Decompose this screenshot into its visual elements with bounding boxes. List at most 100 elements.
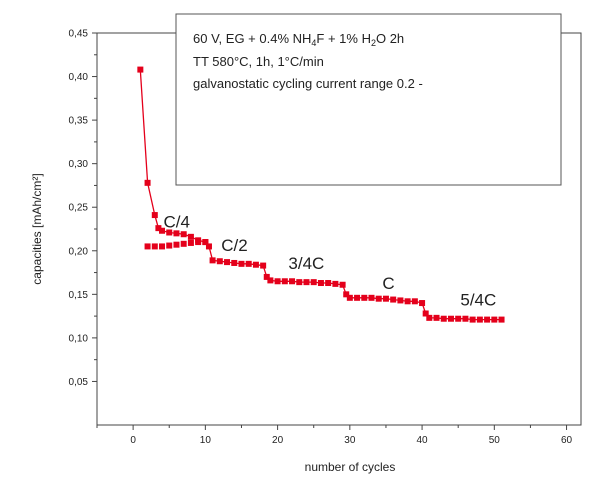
x-tick-label: 20 — [272, 435, 284, 446]
y-axis-ticks: 0,05 0,10 0,15 0,20 0,25 0,30 0,35 0,40 0,45 — [69, 29, 97, 388]
data-point — [289, 278, 296, 285]
data-point — [332, 280, 339, 287]
data-point — [361, 294, 368, 301]
x-tick-label: 40 — [417, 435, 429, 446]
x-axis-title: number of cycles — [305, 460, 396, 474]
data-point — [491, 316, 498, 323]
data-point — [325, 280, 332, 287]
data-point — [419, 300, 426, 307]
data-point — [173, 241, 180, 248]
data-point — [368, 294, 375, 301]
x-tick-label: 0 — [130, 435, 136, 446]
data-point — [455, 315, 462, 322]
data-point — [166, 229, 173, 236]
x-tick-label: 50 — [489, 435, 501, 446]
data-point — [267, 277, 274, 284]
rate-label: 3/4C — [288, 254, 324, 273]
y-tick-label: 0,40 — [69, 72, 89, 83]
data-point — [296, 279, 303, 286]
data-point — [476, 316, 483, 323]
y-tick-label: 0,35 — [69, 116, 89, 127]
legend-line-1: 60 V, EG + 0.4% NH4F + 1% H2O 2h — [193, 31, 404, 48]
data-point — [447, 315, 454, 322]
data-point — [411, 298, 418, 305]
data-point — [180, 240, 187, 247]
legend-line-1-part: O 2h — [376, 31, 404, 46]
data-point — [173, 230, 180, 237]
rate-label: C — [382, 274, 394, 293]
rate-label: 5/4C — [460, 291, 496, 310]
data-markers — [137, 66, 505, 323]
data-point — [343, 291, 350, 298]
data-point — [151, 243, 158, 250]
data-point — [375, 295, 382, 302]
legend-line-2: TT 580°C, 1h, 1°C/min — [193, 54, 324, 69]
rate-label: C/4 — [163, 212, 189, 231]
data-point — [159, 243, 166, 250]
data-point — [216, 258, 223, 265]
x-tick-label: 10 — [200, 435, 212, 446]
data-point — [433, 314, 440, 321]
data-point — [346, 294, 353, 301]
data-point — [166, 242, 173, 249]
data-point — [260, 262, 267, 269]
data-point — [187, 239, 194, 246]
rate-annotations: C/4 C/2 3/4C C 5/4C — [163, 212, 496, 309]
data-point — [440, 315, 447, 322]
y-tick-label: 0,05 — [69, 377, 89, 388]
y-tick-label: 0,25 — [69, 203, 89, 214]
legend-line-1-part: F + 1% H — [316, 31, 371, 46]
data-point — [339, 281, 346, 288]
data-point — [310, 279, 317, 286]
data-point — [354, 294, 361, 301]
y-axis-title: capacities [mAh/cm²] — [30, 173, 44, 284]
data-point — [426, 314, 433, 321]
y-tick-label: 0,20 — [69, 246, 89, 257]
data-point — [137, 66, 144, 73]
data-point — [317, 280, 324, 287]
data-point — [155, 225, 162, 232]
data-point — [224, 259, 231, 266]
data-point — [231, 259, 238, 266]
rate-label: C/2 — [221, 236, 247, 255]
y-tick-label: 0,15 — [69, 290, 89, 301]
y-tick-label: 0,45 — [69, 29, 89, 40]
data-point — [498, 316, 505, 323]
legend-line-1-part: 60 V, EG + 0.4% NH — [193, 31, 311, 46]
data-point — [144, 243, 151, 250]
y-tick-label: 0,10 — [69, 333, 89, 344]
data-point — [484, 316, 491, 323]
data-point — [159, 227, 166, 234]
data-point — [281, 278, 288, 285]
data-point — [205, 243, 212, 250]
data-point — [252, 261, 259, 268]
data-point — [245, 260, 252, 267]
data-point — [195, 239, 202, 246]
data-point — [202, 239, 209, 246]
x-tick-label: 30 — [344, 435, 356, 446]
data-point — [462, 315, 469, 322]
x-tick-label: 60 — [561, 435, 573, 446]
data-point — [422, 310, 429, 317]
legend-frame — [175, 13, 562, 186]
data-point — [469, 316, 476, 323]
legend-box: 60 V, EG + 0.4% NH4F + 1% H2O 2h TT 580°… — [175, 13, 562, 186]
data-point — [187, 233, 194, 240]
legend-line-1-part: 2 — [371, 38, 376, 48]
data-point — [390, 296, 397, 303]
x-axis-ticks: 0 10 20 30 40 50 60 — [96, 425, 573, 446]
data-point — [382, 295, 389, 302]
data-point — [397, 297, 404, 304]
legend-line-1-part: 4 — [311, 38, 316, 48]
data-point — [238, 260, 245, 267]
data-point — [404, 298, 411, 305]
data-point — [151, 212, 158, 219]
data-point — [263, 273, 270, 280]
data-point — [209, 257, 216, 264]
y-tick-label: 0,30 — [69, 159, 89, 170]
data-point — [180, 231, 187, 238]
data-point — [274, 278, 281, 285]
data-point — [144, 179, 151, 186]
data-point — [303, 279, 310, 286]
